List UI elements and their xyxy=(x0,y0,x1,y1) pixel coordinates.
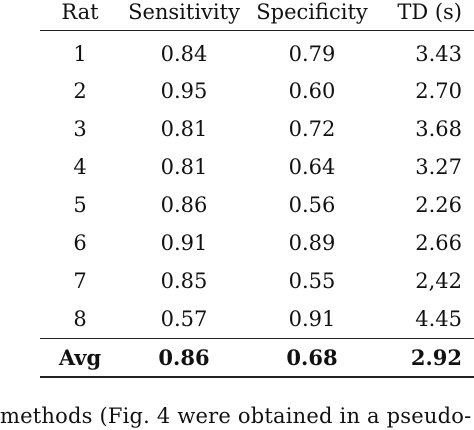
cell-sensitivity: 0.91 xyxy=(160,231,208,255)
cell-sensitivity: 0.84 xyxy=(160,42,208,67)
cell-rat: 1 xyxy=(73,42,87,67)
avg-label: Avg xyxy=(58,344,102,370)
table-row: 5 0.86 0.56 2.26 xyxy=(40,186,474,224)
cell-td: 2.66 xyxy=(415,231,462,255)
cell-specificity: 0.89 xyxy=(288,231,336,255)
cell-td: 2.26 xyxy=(415,193,462,217)
table-row: 3 0.81 0.72 3.68 xyxy=(40,110,474,148)
table-row: 6 0.91 0.89 2.66 xyxy=(40,224,474,262)
cell-rat: 5 xyxy=(73,193,87,217)
cell-specificity: 0.64 xyxy=(288,155,336,179)
cell-sensitivity: 0.57 xyxy=(160,306,208,331)
avg-sensitivity: 0.86 xyxy=(158,344,210,370)
cell-sensitivity: 0.95 xyxy=(160,79,208,103)
cell-rat: 7 xyxy=(73,269,87,293)
results-table: Rat Sensitivity Specificity TD (s) 1 0.8… xyxy=(40,0,474,378)
cell-sensitivity: 0.85 xyxy=(160,269,208,293)
cell-rat: 2 xyxy=(73,79,87,103)
cell-rat: 6 xyxy=(73,231,87,255)
cell-td: 4.45 xyxy=(415,306,462,331)
average-row: Avg 0.86 0.68 2.92 xyxy=(40,338,474,377)
cell-specificity: 0.91 xyxy=(288,306,336,331)
table-row: 8 0.57 0.91 4.45 xyxy=(40,300,474,338)
header-sensitivity: Sensitivity xyxy=(128,0,240,24)
header-td: TD (s) xyxy=(397,0,462,24)
cell-specificity: 0.56 xyxy=(288,193,336,217)
cell-sensitivity: 0.81 xyxy=(160,117,208,141)
cell-td: 2,42 xyxy=(415,269,462,293)
table-row: 1 0.84 0.79 3.43 xyxy=(40,30,474,72)
table-header-row: Rat Sensitivity Specificity TD (s) xyxy=(40,0,474,30)
cell-specificity: 0.79 xyxy=(288,42,336,67)
header-rat: Rat xyxy=(61,0,99,24)
cell-rat: 3 xyxy=(73,117,87,141)
cell-sensitivity: 0.86 xyxy=(160,193,208,217)
avg-td: 2.92 xyxy=(410,344,462,370)
cell-specificity: 0.72 xyxy=(288,117,336,141)
table-row: 2 0.95 0.60 2.70 xyxy=(40,72,474,110)
cell-td: 2.70 xyxy=(415,79,462,103)
cell-rat: 8 xyxy=(73,306,87,331)
results-table-container: Rat Sensitivity Specificity TD (s) 1 0.8… xyxy=(40,0,474,378)
cell-td: 3.27 xyxy=(415,155,462,179)
cell-td: 3.68 xyxy=(415,117,462,141)
cell-rat: 4 xyxy=(73,155,87,179)
header-specificity: Specificity xyxy=(256,0,368,24)
cell-specificity: 0.55 xyxy=(288,269,336,293)
table-row: 7 0.85 0.55 2,42 xyxy=(40,262,474,300)
cell-specificity: 0.60 xyxy=(288,79,336,103)
cell-td: 3.43 xyxy=(415,42,462,67)
cell-sensitivity: 0.81 xyxy=(160,155,208,179)
table-row: 4 0.81 0.64 3.27 xyxy=(40,148,474,186)
avg-specificity: 0.68 xyxy=(286,344,338,370)
body-text-line: methods (Fig. 4 were obtained in a pseud… xyxy=(0,404,472,428)
